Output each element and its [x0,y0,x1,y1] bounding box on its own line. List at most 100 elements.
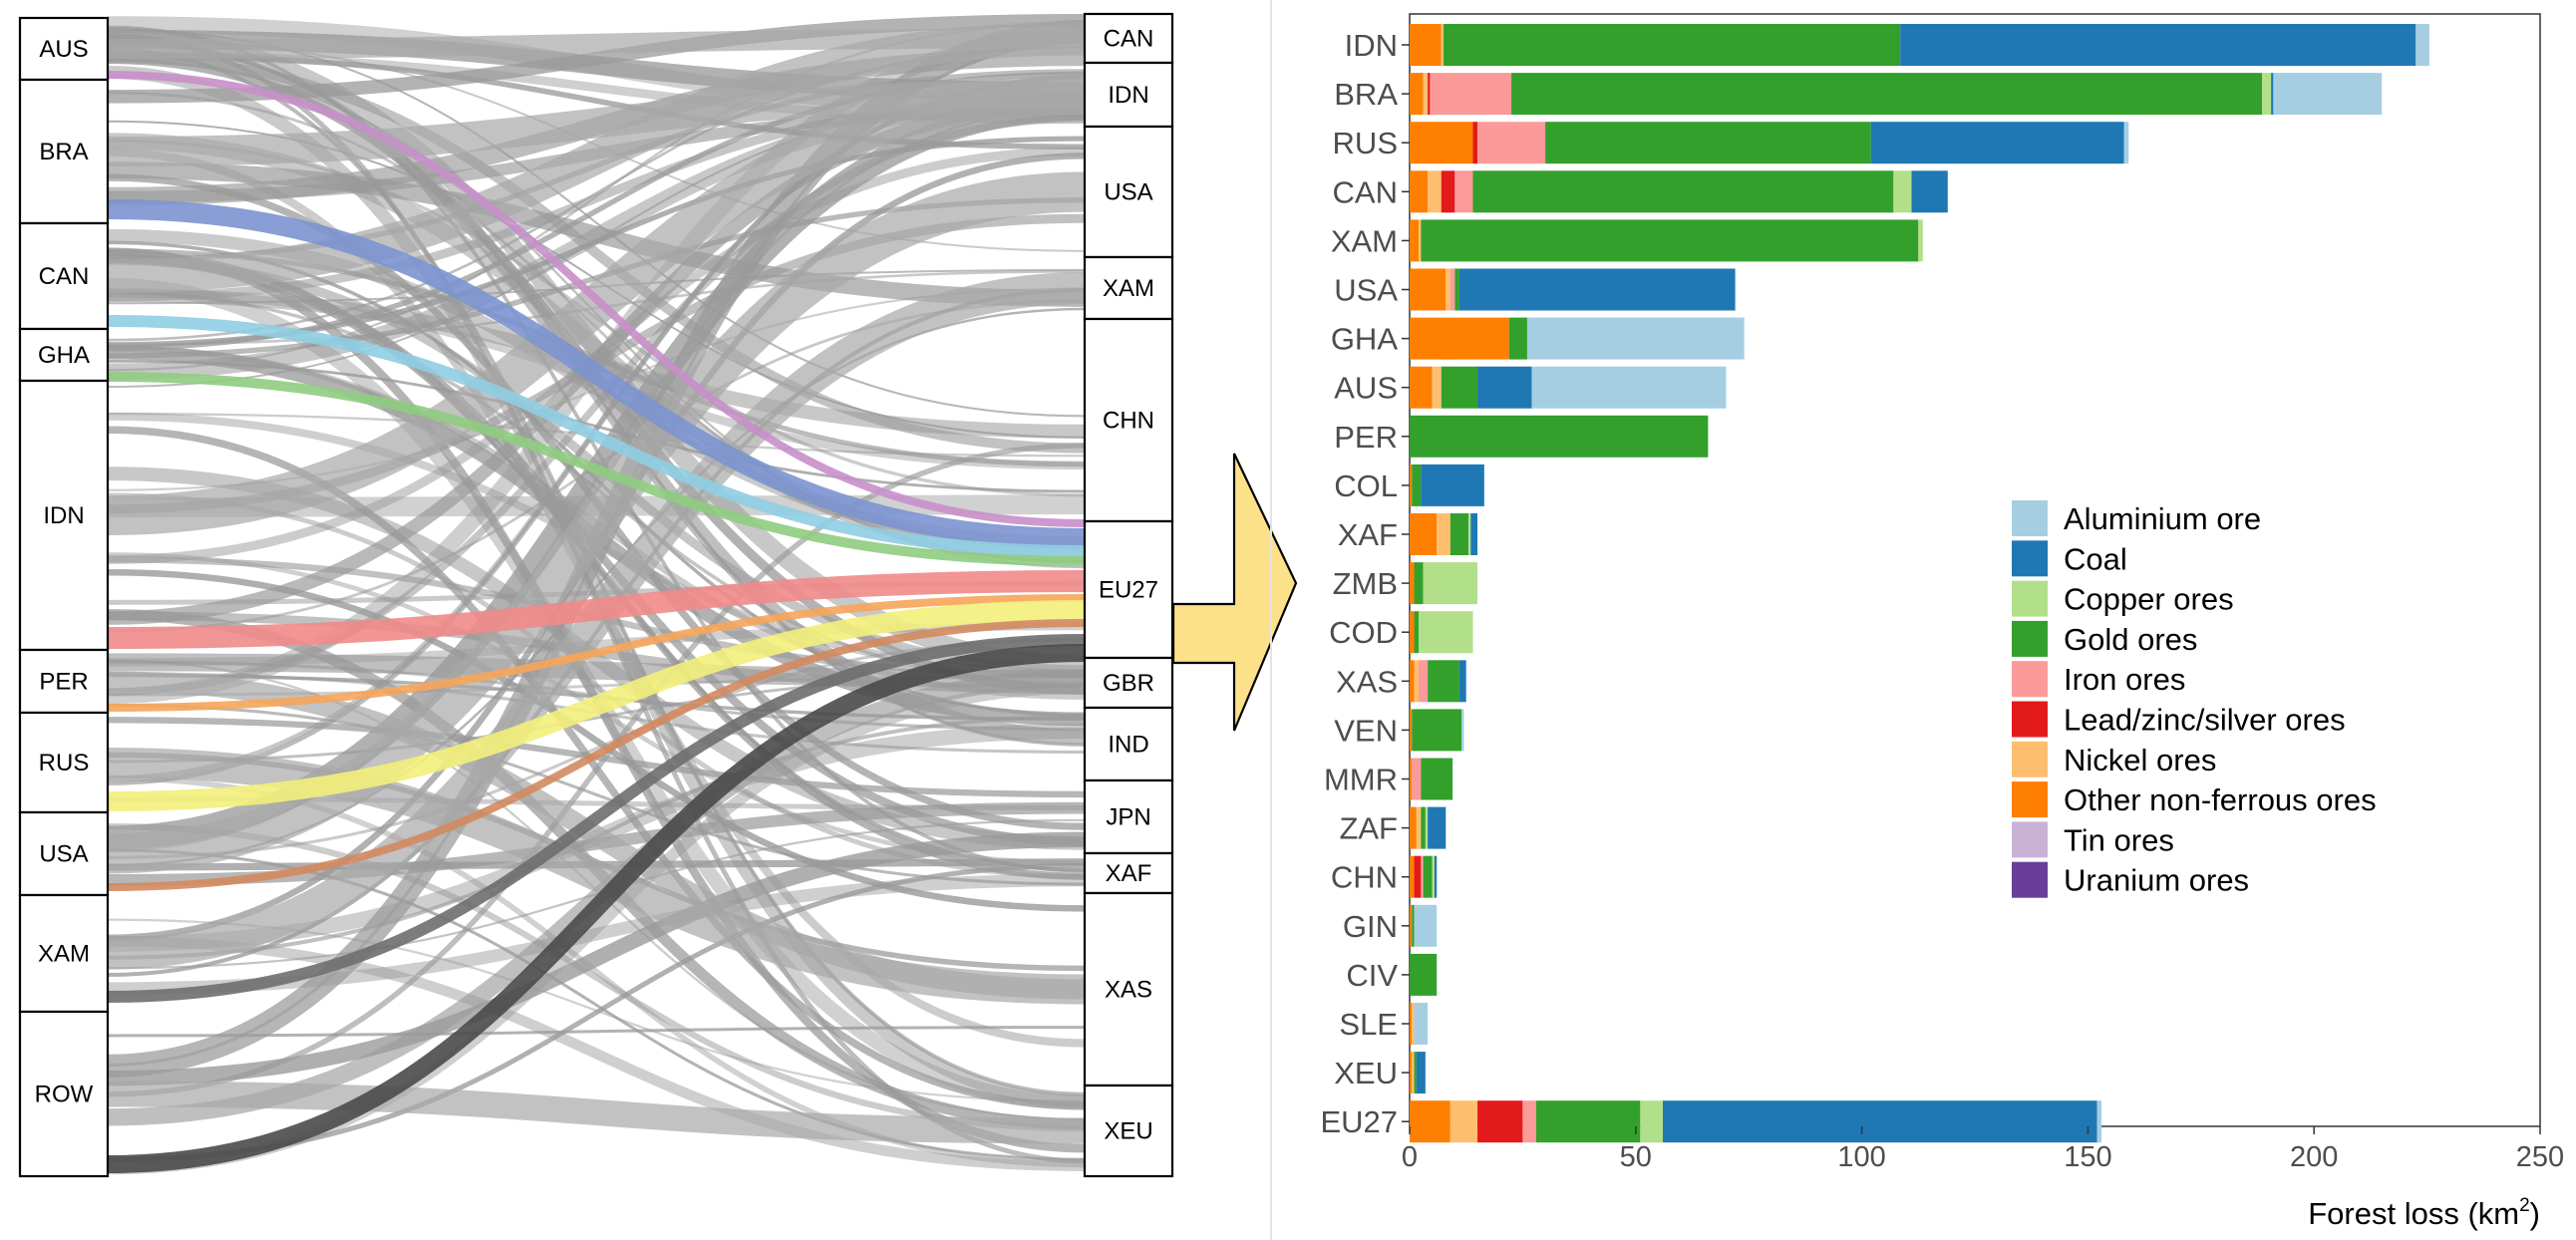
bar-segment [1458,660,1466,703]
target-node-label: IND [1108,732,1148,759]
target-node-xam [1083,255,1174,321]
bar-segment [1423,855,1433,898]
target-node-ind [1083,706,1174,782]
legend-swatch [2012,781,2048,818]
source-node-label: AUS [39,36,88,63]
bar-segment [1458,268,1736,311]
source-node-label: GHA [38,342,90,369]
y-tick-label: GHA [1331,322,1399,357]
legend-label: Aluminium ore [2064,501,2261,536]
legend-swatch [2012,580,2048,617]
bar-segment [1430,73,1512,116]
legend-swatch [2012,500,2048,536]
legend-label: Tin ores [2064,822,2174,857]
bar-segment [1640,1100,1664,1143]
bar-segment [2273,73,2383,116]
sankey-highlight-bra-to-eu27 [107,71,1086,527]
source-node-label: CAN [39,263,90,290]
bar-segment [1477,1100,1523,1143]
source-node-can [18,221,110,331]
y-tick-label: COD [1329,615,1398,650]
bar-segment [1410,953,1438,996]
y-tick-label: ZMB [1333,566,1398,601]
sankey-link [107,1081,1086,1144]
bar-segment [1470,513,1478,555]
bar-segment [1410,806,1417,849]
legend-swatch [2012,741,2048,777]
bar-segment [1441,24,1445,66]
y-tick-label: GIN [1343,909,1398,944]
y-tick-label: XAM [1331,223,1398,258]
bar-segment [1893,170,1912,213]
source-node-aus [18,16,110,82]
bar-segment [1410,122,1473,164]
bar-segment [1410,415,1709,458]
legend-swatch [2012,821,2048,858]
bar-segment [1419,611,1473,654]
bar-segment [1410,219,1420,262]
bar-segment [1410,660,1415,703]
target-node-label: EU27 [1099,577,1158,604]
sankey-highlight-row-to-eu27 [107,644,1086,1173]
bar-segment [1477,366,1532,409]
bar-segment [1870,122,2124,164]
y-tick-label: USA [1334,273,1398,308]
bar-segment [2096,1100,2102,1143]
legend-swatch [2012,861,2048,898]
bar-segment [1410,709,1413,752]
sankey-highlight-usa-to-eu27 [107,619,1086,891]
bar-segment [1410,73,1424,116]
sankey-background-links [107,13,1086,1175]
target-node-label: IDN [1108,82,1148,109]
target-node-xas [1083,891,1174,1087]
y-tick-label: VEN [1334,713,1398,748]
bar-segment [1410,464,1413,506]
bar-segment [1425,806,1429,849]
bar-segment [1428,73,1431,116]
bar-segment [1414,1003,1429,1045]
sankey-link [107,25,1086,873]
bar-segment [1421,219,1919,262]
bar-segment [1412,1003,1415,1045]
source-node-label: BRA [39,139,88,165]
y-tick-label: BRA [1334,77,1398,112]
sankey-link [107,80,1086,166]
bar-segment [1410,758,1413,800]
target-node-xaf [1083,851,1174,895]
bar-segment [1410,24,1442,66]
legend-label: Copper ores [2064,582,2234,617]
source-node-usa [18,810,110,897]
bar-segment [1437,513,1450,555]
target-node-label: USA [1104,179,1152,206]
target-node-label: JPN [1106,804,1150,831]
sankey-highlight-gha-to-eu27 [107,372,1086,566]
source-node-row [18,1010,110,1178]
bar-segment [1531,366,1727,409]
source-node-rus [18,711,110,814]
bar-segment [1545,122,1871,164]
legend-swatch [2012,620,2048,657]
bar-segment [1414,562,1424,605]
bar-segment [1444,24,1901,66]
legend: Aluminium ore Coal Copper ores Gold ores Iro… [2012,500,2377,898]
bar-segment [1414,904,1438,947]
sankey-link [107,703,1086,886]
bar-segment [1446,268,1450,311]
bar-segment [1441,366,1478,409]
target-node-gbr [1083,656,1174,710]
bar-segment [1414,855,1422,898]
x-axis: 0 50 100 150 200 250 [1402,1126,2564,1173]
y-tick-label: RUS [1333,126,1398,160]
bar-segment [1911,170,1948,213]
legend-label: Nickel ores [2064,743,2216,777]
bar-segment [1432,855,1435,898]
bar-segment [1410,268,1447,311]
bar-segment [1511,73,2263,116]
bar-segment [1454,268,1459,311]
bar-segment [1419,660,1429,703]
y-tick-label: CIV [1346,958,1398,993]
bar-segment [1419,219,1422,262]
target-node-label: XAS [1105,977,1152,1004]
arrow-shape [1171,453,1298,732]
